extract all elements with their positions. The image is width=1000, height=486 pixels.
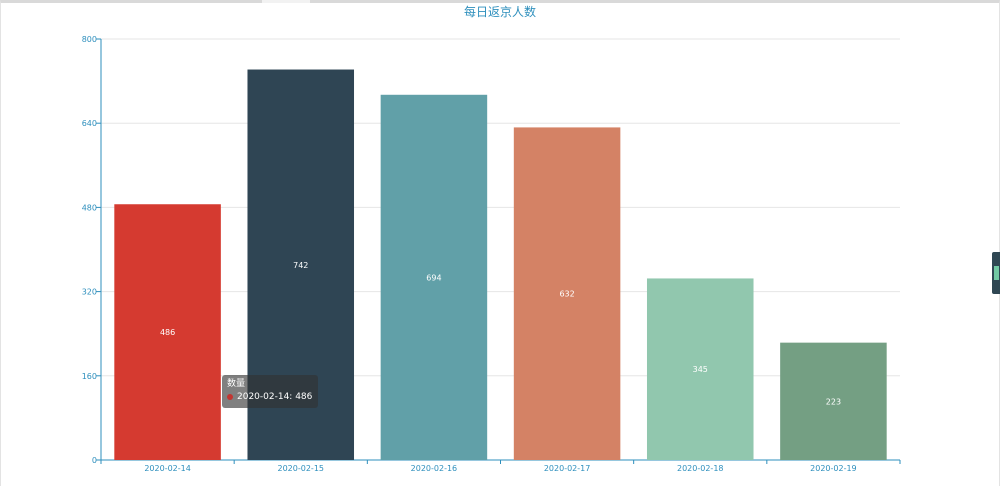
handle-grip-icon (994, 266, 999, 280)
bar-data-label: 632 (559, 290, 574, 299)
y-tick-label: 480 (82, 203, 97, 212)
chart-tooltip: 数量 2020-02-14: 486 (222, 375, 319, 408)
bar-data-label: 742 (293, 261, 308, 270)
bar (380, 94, 488, 460)
bar-data-label: 223 (826, 397, 841, 406)
bar-data-label: 345 (693, 365, 708, 374)
side-panel-toggle-handle[interactable] (992, 252, 1000, 294)
bar (780, 342, 887, 460)
browser-tab-edge (262, 0, 310, 3)
tooltip-value-row: 2020-02-14: 486 (227, 391, 312, 404)
chart-title: 每日返京人数 (463, 5, 536, 19)
tooltip-series-dot (227, 393, 233, 400)
x-tick-label: 2020-02-18 (677, 464, 724, 473)
x-tick-label: 2020-02-14 (144, 464, 191, 473)
bar-data-label: 694 (426, 273, 441, 282)
tooltip-value: 2020-02-14: 486 (237, 392, 313, 402)
x-tick-label: 2020-02-17 (544, 464, 591, 473)
y-tick-label: 320 (82, 288, 97, 297)
bar-data-label: 486 (160, 328, 175, 337)
bar (646, 278, 754, 460)
x-tick-label: 2020-02-19 (810, 464, 857, 473)
y-tick-label: 160 (82, 372, 97, 381)
x-tick-label: 2020-02-16 (411, 464, 458, 473)
x-tick-label: 2020-02-15 (278, 464, 325, 473)
tooltip-series-name: 数量 (227, 379, 246, 389)
y-tick-label: 640 (82, 119, 97, 128)
y-tick-label: 0 (92, 456, 97, 465)
bar (114, 204, 221, 460)
bar (513, 127, 621, 460)
y-tick-label: 800 (82, 35, 97, 44)
